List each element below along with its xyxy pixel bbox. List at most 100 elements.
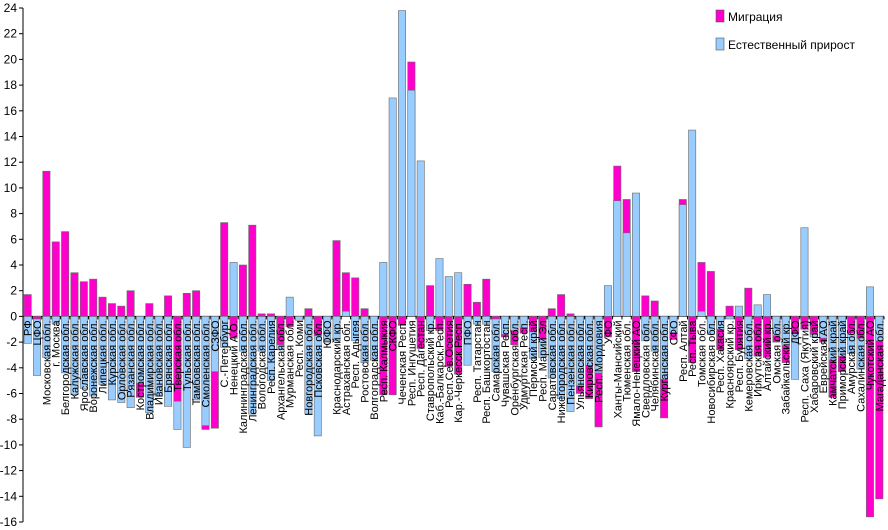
category-label: Астраханская обл. <box>341 320 353 415</box>
category-label: Вологодская обл. <box>257 320 269 409</box>
bar-migration <box>800 316 809 330</box>
bar-natural-growth <box>370 316 378 361</box>
bar-migration <box>388 316 397 396</box>
bar-migration <box>641 295 650 317</box>
bar-natural-growth <box>323 316 332 342</box>
bar-natural-growth <box>519 316 528 329</box>
category-label: Пермский край <box>528 320 540 397</box>
category-label: Курская обл. <box>107 320 119 385</box>
category-label: Орловская обл. <box>116 320 128 400</box>
bar-natural-growth <box>388 97 397 317</box>
bar-migration <box>791 316 800 334</box>
bar-natural-growth <box>472 316 481 325</box>
bar-natural-growth <box>407 89 416 317</box>
bar-migration <box>847 316 856 334</box>
bar-migration <box>23 294 32 317</box>
category-label: Респ. Тыва <box>687 320 699 377</box>
category-label: Амурская обл. <box>846 320 858 394</box>
bar-migration <box>192 290 201 317</box>
category-label: Рязанская обл. <box>126 320 138 397</box>
bar-migration <box>725 305 734 317</box>
y-tick-label: -8 <box>6 412 17 426</box>
y-tick-label: 0 <box>10 309 17 323</box>
category-label: Нижегородская обл. <box>556 320 568 423</box>
bar-natural-growth <box>238 316 247 352</box>
bar-natural-growth <box>660 316 669 380</box>
bar-migration <box>706 271 715 317</box>
category-label: Респ. Карелия <box>266 320 278 393</box>
category-label: Тамбовская обл. <box>191 320 203 405</box>
category-label: Камчатский край <box>828 320 840 405</box>
bar-migration <box>341 272 350 317</box>
y-tick-label: -4 <box>6 361 17 375</box>
category-label: Волгоградская обл. <box>369 320 381 419</box>
category-label: ЮФО <box>322 320 334 348</box>
category-label: Кар.-Черкесск.Респ. <box>453 320 465 422</box>
bar-natural-growth <box>201 316 210 426</box>
bar-migration <box>398 316 406 326</box>
category-label: Сахалинская обл. <box>856 320 868 411</box>
category-label: Чувашская Респ. <box>500 320 512 407</box>
category-label: Тульская обл. <box>182 320 194 391</box>
category-label: Ставропольский кр. <box>425 320 437 421</box>
bar-migration <box>856 316 865 339</box>
bar-migration <box>332 240 341 317</box>
bars-layer <box>23 10 884 518</box>
bar-natural-growth <box>585 316 594 366</box>
category-label: Липецкая обл. <box>98 320 110 393</box>
category-label: г. Москва <box>51 320 63 367</box>
category-label: Забайкальский кр. <box>781 320 793 414</box>
bar-migration <box>145 303 154 317</box>
bar-migration <box>98 296 107 317</box>
bar-migration <box>351 277 360 317</box>
bar-natural-growth <box>220 316 229 348</box>
y-tick-label: 20 <box>4 52 18 66</box>
bar-migration <box>472 301 481 317</box>
bar-natural-growth <box>482 316 491 325</box>
category-label: СЗФО <box>210 320 222 352</box>
bar-migration <box>117 305 126 317</box>
category-label: Владимирская обл. <box>144 320 156 419</box>
bar-natural-growth <box>435 258 444 317</box>
legend: Миграция Естественный прирост <box>715 9 855 52</box>
y-tick-label: 10 <box>4 181 18 195</box>
bar-migration <box>70 272 79 317</box>
bar-natural-growth <box>734 305 743 317</box>
bar-natural-growth <box>837 316 846 357</box>
bar-migration <box>79 281 88 317</box>
category-label: Кировская обл. <box>584 320 596 398</box>
bar-migration <box>229 316 238 339</box>
bar-natural-growth <box>341 310 350 317</box>
bar-natural-growth <box>210 316 219 372</box>
bar-natural-growth <box>800 227 809 317</box>
bar-natural-growth <box>866 286 874 317</box>
category-label: Белгородская обл. <box>60 320 72 415</box>
category-label: Курганская обл. <box>659 320 671 401</box>
bar-natural-growth <box>828 316 837 361</box>
bar-natural-growth <box>154 316 163 397</box>
category-label: Хабаровский край <box>809 320 821 412</box>
category-label: Приморский край <box>837 320 849 409</box>
bar-migration <box>267 313 275 317</box>
bar-migration <box>566 313 575 317</box>
category-label: Удмуртская Респ. <box>519 320 531 410</box>
bar-migration <box>89 278 98 317</box>
category-label: Томская обл. <box>697 320 709 387</box>
bar-migration <box>107 303 116 317</box>
bar-natural-growth <box>819 316 828 339</box>
category-label: Респ. Хакасия <box>715 320 727 393</box>
bar-migration <box>51 241 60 317</box>
bar-migration <box>360 308 369 317</box>
category-label: Респ. Калмыкия <box>378 320 390 402</box>
y-tick-label: -12 <box>0 464 17 478</box>
bar-natural-growth <box>136 316 144 384</box>
category-label: Челябинская обл. <box>650 320 662 411</box>
bar-migration <box>809 316 818 335</box>
category-label: Свердловская обл. <box>640 320 652 418</box>
bar-natural-growth <box>763 294 771 317</box>
bar-migration <box>632 316 640 372</box>
bar-natural-growth <box>613 200 622 317</box>
category-label: Ямало-Ненецкий АО <box>631 320 643 427</box>
bar-natural-growth <box>725 316 734 320</box>
